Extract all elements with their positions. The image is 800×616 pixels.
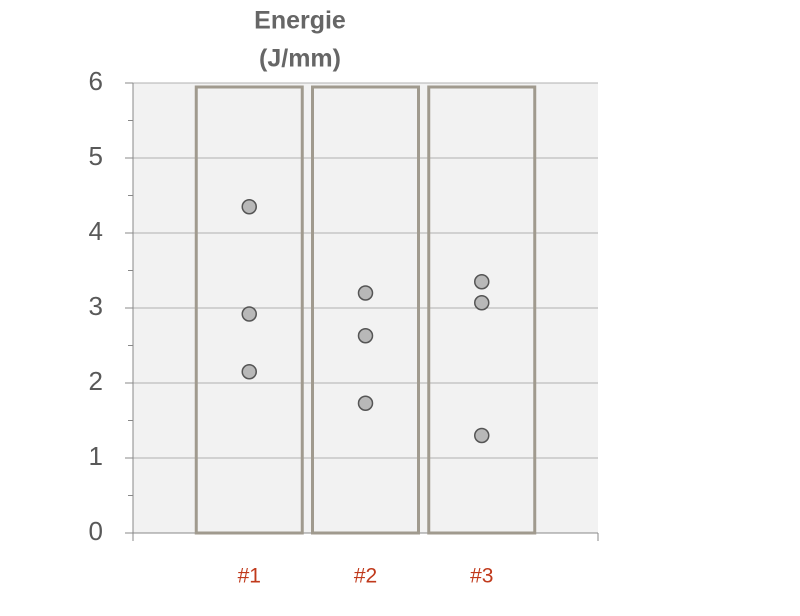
y-tick-label: 3 [89, 291, 103, 321]
point [357, 285, 374, 301]
category-box [427, 85, 537, 535]
category-box [194, 85, 304, 535]
x-tick-label: #2 [354, 565, 377, 588]
y-tick-label: 0 [89, 516, 103, 546]
chart-title: (J/mm) [259, 45, 341, 73]
point [357, 395, 374, 411]
y-tick-label: 1 [89, 441, 103, 471]
point [241, 306, 257, 322]
y-tick-label: 5 [89, 141, 103, 171]
x-tick-label: #3 [470, 565, 493, 588]
point [474, 295, 490, 311]
chart-title: Energie [254, 7, 346, 35]
x-tick-label: #1 [238, 565, 261, 588]
point [474, 427, 490, 444]
point [241, 364, 257, 380]
point [474, 274, 490, 290]
point [357, 328, 374, 344]
y-tick-label: 2 [89, 366, 103, 396]
y-tick-label: 4 [89, 216, 103, 246]
y-tick-label: 6 [89, 66, 103, 96]
category-box [311, 85, 420, 535]
point [241, 199, 257, 215]
